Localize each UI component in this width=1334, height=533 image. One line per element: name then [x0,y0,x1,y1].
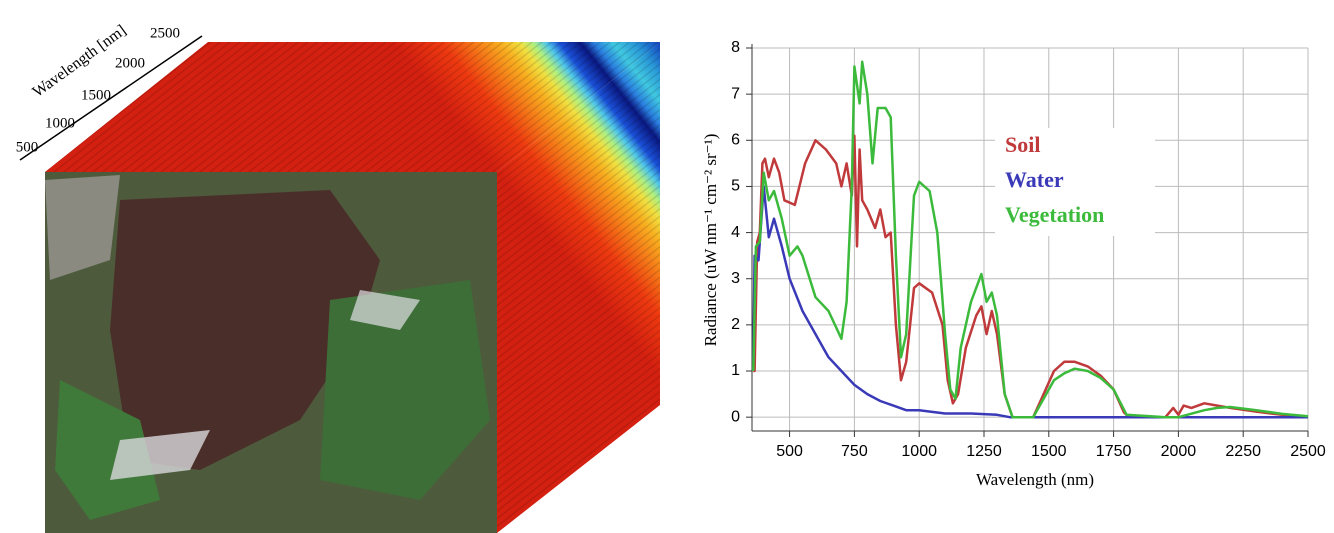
y-tick-label: 8 [731,39,740,56]
y-tick-label: 7 [731,85,740,102]
x-tick-label: 1500 [1031,443,1067,460]
x-tick-label: 1000 [901,443,937,460]
y-tick-label: 6 [731,132,740,149]
cube-tick-label: 2000 [115,55,145,71]
y-tick-label: 5 [731,178,740,195]
x-tick-label: 1750 [1096,443,1132,460]
legend-label: Soil [1005,132,1040,157]
plot: 0 1 2 3 4 5 6 7 8 500 750 1000 1250 1500 1750 2000 2250 2… [731,39,1326,460]
y-tick-label: 3 [731,270,740,287]
cube-tick-label: 1000 [45,115,75,131]
y-axis-label: Radiance (uW nm⁻¹ cm⁻² sr⁻¹) [701,134,720,347]
x-tick-label: 2000 [1161,443,1197,460]
y-tick-label: 2 [731,316,740,333]
hyperspectral-cube [19,35,660,533]
legend-label: Water [1005,167,1064,192]
series-line [752,60,1309,419]
x-tick-label: 2500 [1290,443,1326,460]
y-tick-label: 4 [731,224,740,241]
series-line [752,185,1308,419]
cube-tick-label: 2500 [150,25,180,41]
y-tick-label: 1 [731,362,740,379]
x-tick-label: 1250 [966,443,1002,460]
x-tick-label: 500 [776,443,803,460]
y-tick-label: 0 [731,408,740,425]
x-tick-label: 2250 [1225,443,1261,460]
x-tick-label: 750 [841,443,868,460]
x-axis-label: Wavelength (nm) [976,470,1094,489]
cube-tick-label: 500 [16,139,39,155]
legend-label: Vegetation [1005,202,1104,227]
cube-tick-label: 1500 [81,87,111,103]
legend-box [995,128,1155,236]
